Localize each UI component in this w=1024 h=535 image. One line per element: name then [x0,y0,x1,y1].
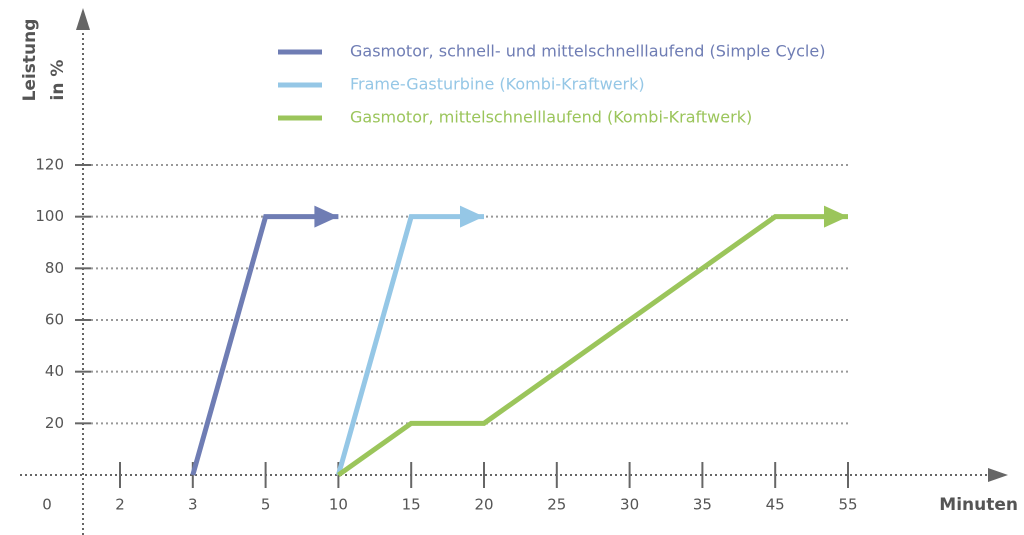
line-arrow [460,205,484,228]
x-tick-label: 3 [188,496,198,514]
x-tick-label: 20 [474,496,493,514]
x-tick-label: 35 [693,496,712,514]
x-tick-label: 55 [838,496,857,514]
y-axis-label: in % [48,60,68,101]
y-tick-label: 20 [45,414,64,432]
x-axis-arrow [988,468,1008,482]
x-tick-label: 30 [620,496,639,514]
y-tick-label: 80 [45,259,64,277]
y-tick-label: 40 [45,362,64,380]
x-tick-label: 25 [547,496,566,514]
legend-label: Frame-Gasturbine (Kombi-Kraftwerk) [350,75,645,94]
y-tick-label: 120 [35,156,64,174]
legend-label: Gasmotor, mittelschnelllaufend (Kombi-Kr… [350,108,752,127]
series-line [190,214,339,476]
y-axis-arrow [76,8,90,30]
x-tick-label: 0 [42,496,52,514]
x-tick-label: 10 [329,496,348,514]
x-axis-label: Minuten [939,495,1018,515]
y-tick-label: 60 [45,311,64,329]
line-arrow [314,205,339,228]
y-tick-label: 100 [35,207,64,225]
line-arrow [824,205,848,228]
x-tick-label: 15 [402,496,421,514]
x-tick-label: 5 [261,496,271,514]
y-axis-label: Leistung [20,19,40,102]
series-line [335,214,484,476]
x-tick-label: 45 [766,496,785,514]
legend-label: Gasmotor, schnell- und mittelschnelllauf… [350,42,825,61]
series-line [336,214,848,478]
x-tick-label: 2 [115,496,125,514]
